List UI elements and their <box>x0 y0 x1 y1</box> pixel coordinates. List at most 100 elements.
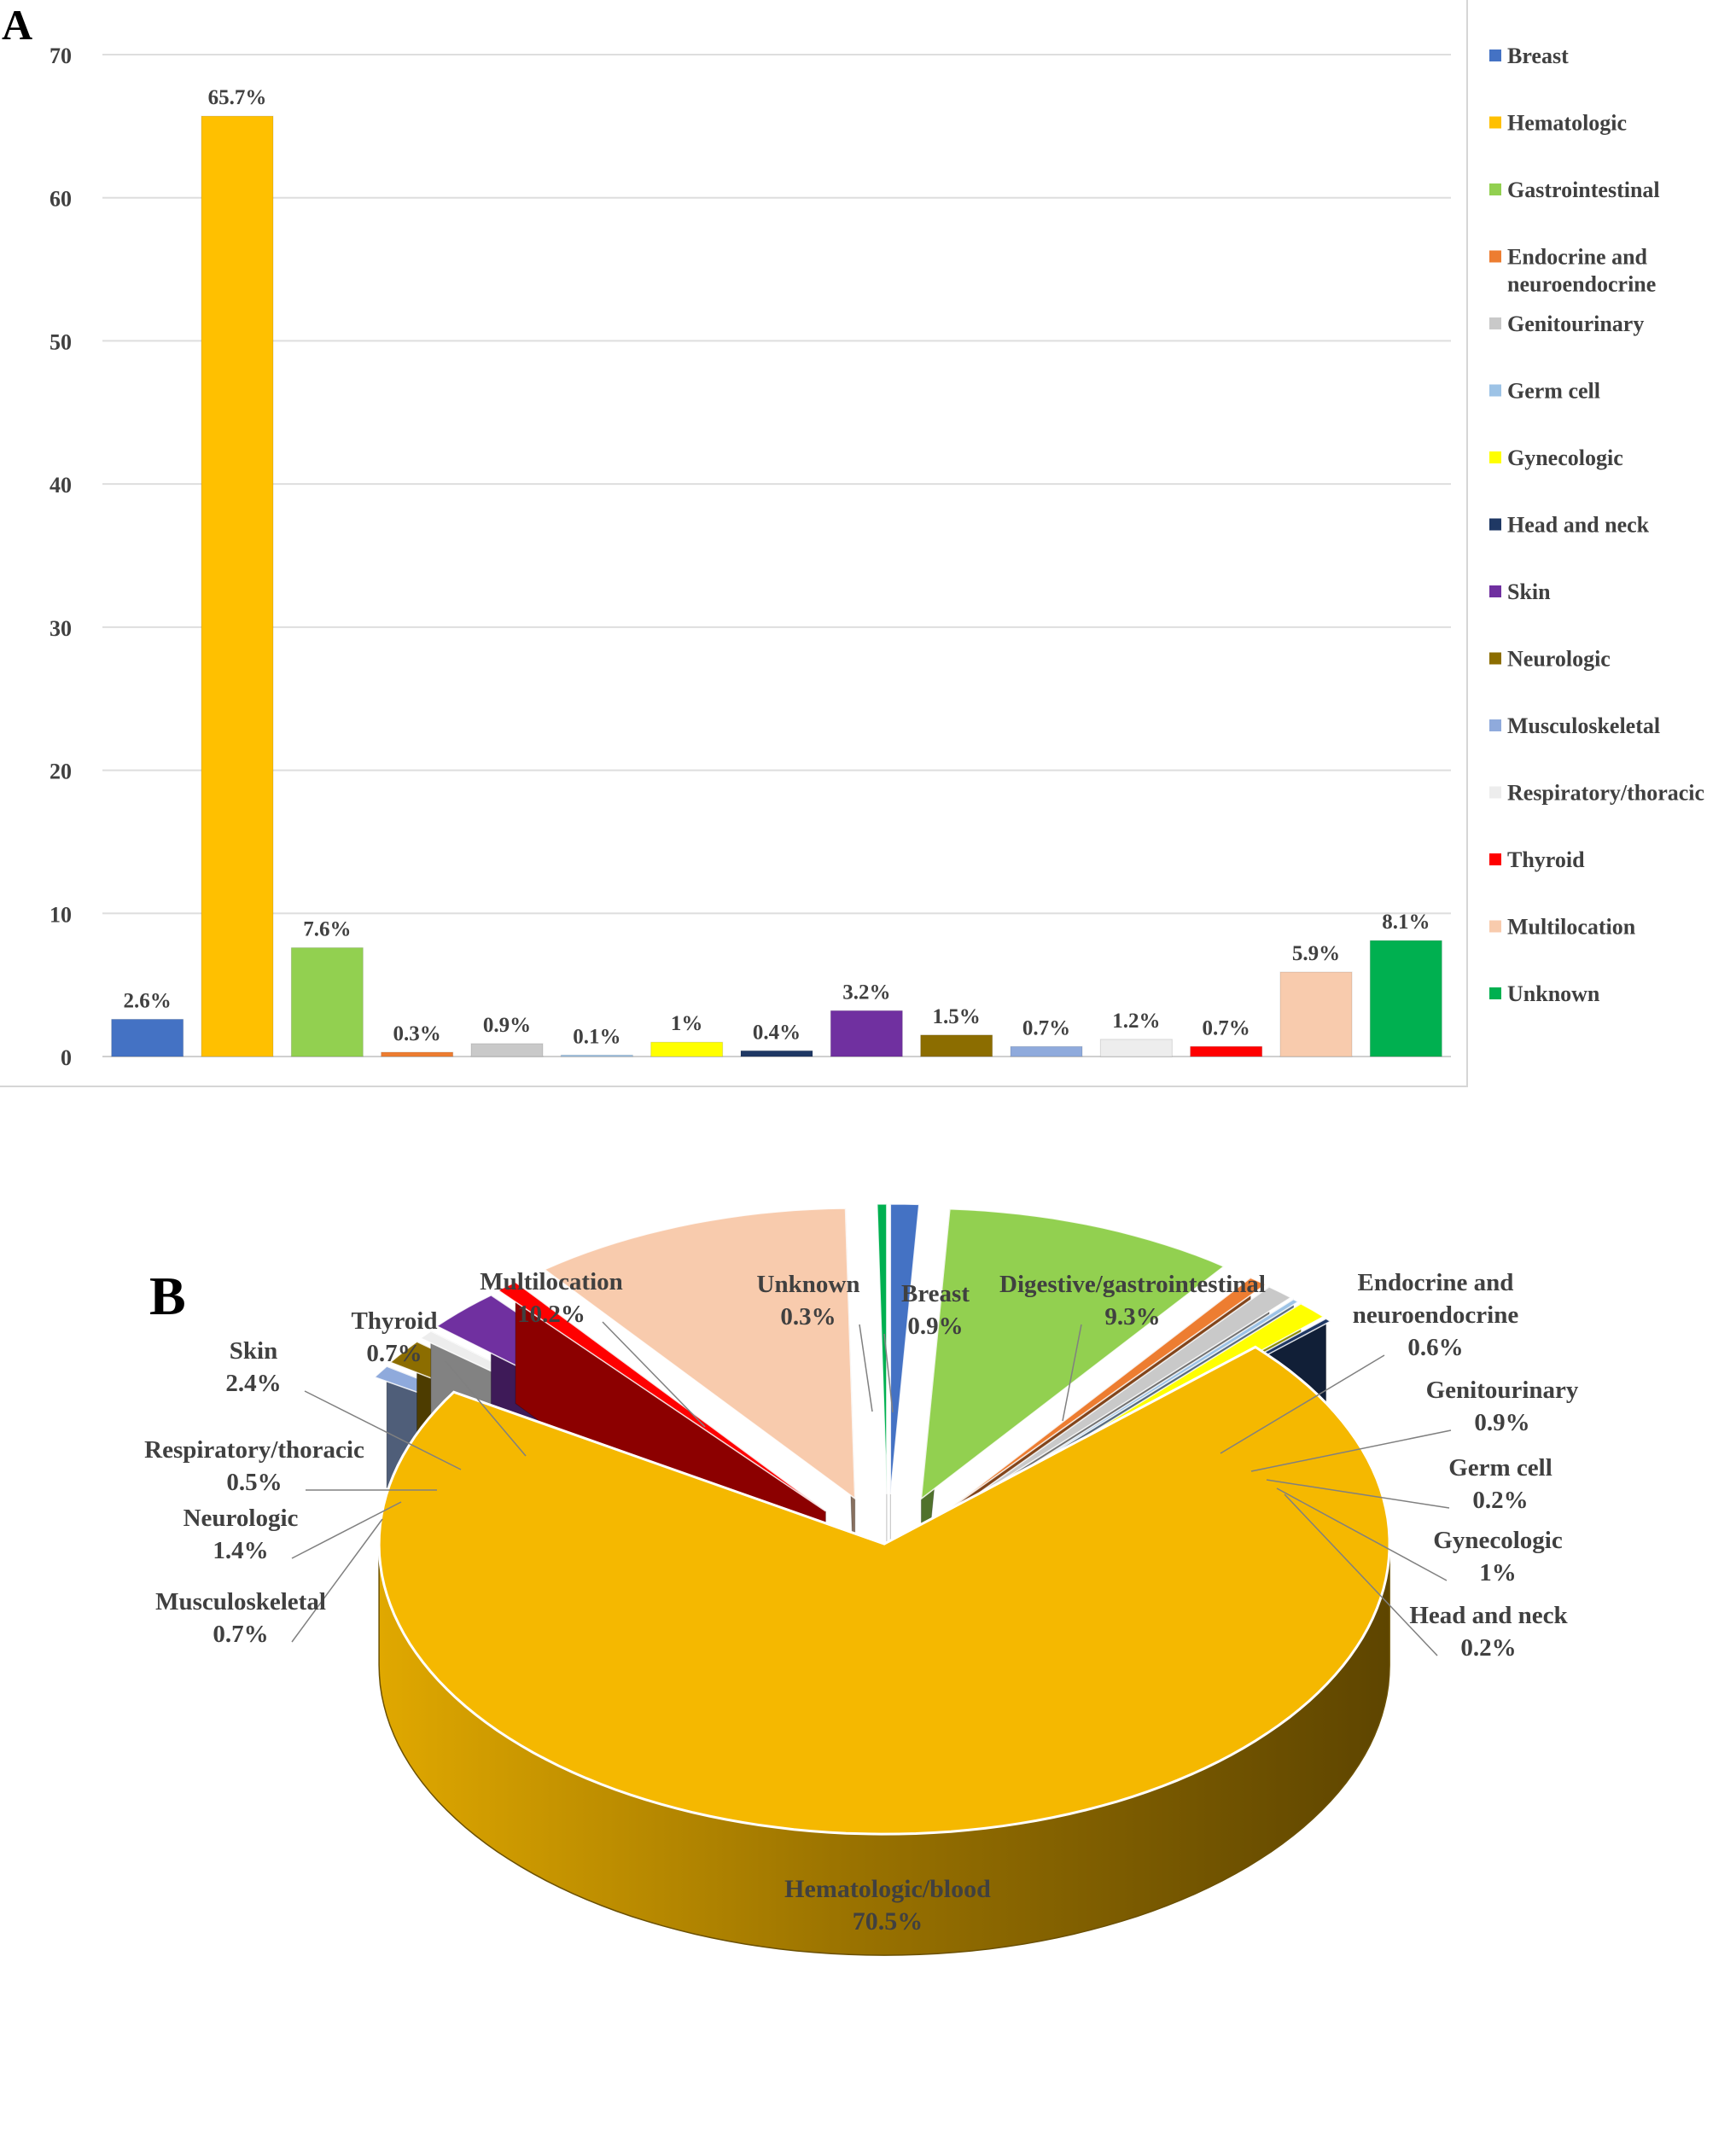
pie-slice-multilocation <box>543 1208 856 1500</box>
pie-label-breast: Breast <box>901 1280 970 1307</box>
legend-label-genitourinary: Genitourinary <box>1507 311 1644 336</box>
bar-genitourinary <box>470 1043 544 1057</box>
legend-item-thyroid: Thyroid <box>1489 847 1585 872</box>
pie-label-germ-cell: Germ cell <box>1448 1454 1552 1482</box>
pie-label-respiratory-thoracic: 0.5% <box>226 1469 282 1496</box>
panel-a-frame <box>0 0 1468 1087</box>
y-tick-label-10: 10 <box>50 902 72 927</box>
legend-label-hematologic: Hematologic <box>1507 111 1627 136</box>
legend-item-neurologic: Neurologic <box>1489 647 1611 672</box>
legend-swatch-gastrointestinal <box>1489 183 1501 195</box>
pie-label-digestive-gastrointestinal: 9.3% <box>1104 1303 1160 1330</box>
pie-slice-hematologic-blood <box>377 1345 1391 1836</box>
bar-label-thyroid: 0.7% <box>1203 1016 1250 1039</box>
bar-hematologic <box>201 115 274 1057</box>
legend-swatch-musculoskeletal <box>1489 719 1501 731</box>
pie-front-layer <box>377 1345 1391 1956</box>
pie-label-germ-cell: 0.2% <box>1472 1487 1528 1514</box>
pie-label-hematologic-blood: Hematologic/blood <box>784 1875 991 1903</box>
legend-label-breast: Breast <box>1507 44 1569 68</box>
pie-leader-musculoskeletal <box>291 1518 383 1643</box>
pie-label-unknown: 0.3% <box>780 1303 836 1330</box>
bar-chart: 0 10 20 30 40 50 60 70 2.6% 65.7% 7.6% 0.3% 0.9% 0.1… <box>50 44 1704 1070</box>
pie-slice-digestive-gastrointestinal <box>920 1208 1226 1500</box>
pie-slice-unknown <box>876 1203 888 1494</box>
legend-label-head-and-neck: Head and neck <box>1507 513 1650 538</box>
legend-swatch-germ-cell <box>1489 384 1501 397</box>
bar-head-and-neck <box>740 1050 813 1057</box>
pie-label-multilocation: 10.2% <box>517 1301 585 1328</box>
legend-label-gastrointestinal: Gastrointestinal <box>1507 178 1660 202</box>
bar-label-gynecologic: 1% <box>671 1012 703 1035</box>
pie-leader-thyroid <box>445 1360 527 1457</box>
pie-label-skin: 2.4% <box>225 1370 281 1397</box>
legend-item-genitourinary: Genitourinary <box>1489 311 1644 336</box>
bar-label-hematologic: 65.7% <box>208 86 267 109</box>
bar-label-unknown: 8.1% <box>1382 911 1430 934</box>
bar-neurologic <box>920 1034 993 1057</box>
bar-legend: Breast Hematologic Gastrointestinal Endocri… <box>1489 44 1704 1006</box>
legend-swatch-thyroid <box>1489 853 1501 865</box>
pie-label-neurologic: 1.4% <box>213 1537 268 1564</box>
pie-label-thyroid: Thyroid <box>351 1307 437 1335</box>
legend-swatch-multilocation <box>1489 920 1501 933</box>
bar-marks <box>111 115 1442 1057</box>
pie-leader-neurologic <box>291 1501 402 1559</box>
legend-label-endocrine-and-neuroendocrine: Endocrine and <box>1507 245 1648 270</box>
pie-label-endocrine-and-neuroendocrine: neuroendocrine <box>1353 1301 1519 1329</box>
bar-label-multilocation: 5.9% <box>1292 942 1340 965</box>
legend-swatch-hematologic <box>1489 116 1501 129</box>
legend-item-hematologic: Hematologic <box>1489 111 1627 136</box>
legend-swatch-breast <box>1489 49 1501 61</box>
pie-label-genitourinary: 0.9% <box>1474 1409 1529 1436</box>
pie-label-head-and-neck: Head and neck <box>1409 1602 1568 1629</box>
y-tick-label-40: 40 <box>50 473 72 498</box>
bar-label-skin: 3.2% <box>842 981 890 1004</box>
legend-label-multilocation: Multilocation <box>1507 915 1636 940</box>
pie-label-genitourinary: Genitourinary <box>1426 1377 1579 1404</box>
pie-leader-genitourinary <box>1250 1429 1452 1472</box>
bar-unknown <box>1369 940 1442 1057</box>
legend-item-skin: Skin <box>1489 579 1551 604</box>
pie-leader-germ-cell <box>1266 1479 1450 1509</box>
bar-thyroid <box>1190 1045 1263 1057</box>
panel-b-label: B <box>149 1266 186 1326</box>
legend-label-unknown: Unknown <box>1507 981 1600 1006</box>
legend-swatch-neurologic <box>1489 652 1501 665</box>
legend-item-gynecologic: Gynecologic <box>1489 445 1623 470</box>
pie-leader-unknown <box>859 1324 873 1412</box>
pie-label-unknown: Unknown <box>757 1271 860 1298</box>
legend-item-multilocation: Multilocation <box>1489 915 1636 940</box>
y-tick-label-60: 60 <box>50 187 72 212</box>
legend-swatch-skin <box>1489 585 1501 597</box>
bar-label-musculoskeletal: 0.7% <box>1022 1016 1070 1039</box>
pie-label-respiratory-thoracic: Respiratory/thoracic <box>144 1436 364 1464</box>
pie-label-multilocation: Multilocation <box>480 1268 623 1295</box>
y-tick-label-50: 50 <box>50 329 72 354</box>
pie-leader-digestive-gastrointestinal <box>1062 1324 1082 1422</box>
bar-label-genitourinary: 0.9% <box>483 1014 531 1037</box>
bar-gynecologic <box>650 1041 724 1057</box>
pie-leader-multilocation <box>602 1321 706 1428</box>
pie-leader-lines <box>291 1321 1452 1656</box>
panel-a-label: A <box>2 1 32 49</box>
pie-label-skin: Skin <box>230 1337 277 1365</box>
legend-item-respiratory-thoracic: Respiratory/thoracic <box>1489 781 1704 806</box>
legend-item-unknown: Unknown <box>1489 981 1600 1006</box>
legend-item-musculoskeletal: Musculoskeletal <box>1489 713 1660 738</box>
bar-data-labels: 2.6% 65.7% 7.6% 0.3% 0.9% 0.1% 1% 0.4% 3.2% 1.5% 0… <box>124 86 1430 1048</box>
bar-respiratory-thoracic <box>1099 1039 1173 1057</box>
bar-label-respiratory-thoracic: 1.2% <box>1112 1010 1160 1033</box>
bar-label-gastrointestinal: 7.6% <box>303 918 351 941</box>
legend-label-musculoskeletal: Musculoskeletal <box>1507 713 1660 738</box>
legend-swatch-unknown <box>1489 987 1501 999</box>
bar-label-head-and-neck: 0.4% <box>753 1021 801 1044</box>
pie-slice-endocrine-and-neuroendocrine <box>947 1277 1267 1511</box>
pie-label-thyroid: 0.7% <box>366 1340 422 1367</box>
pie-label-breast: 0.9% <box>907 1313 963 1340</box>
bar-musculoskeletal <box>1010 1045 1083 1057</box>
bar-skin <box>830 1010 903 1057</box>
legend-swatch-endocrine-and-neuroendocrine <box>1489 250 1501 263</box>
pie-label-gynecologic: 1% <box>1479 1559 1517 1586</box>
